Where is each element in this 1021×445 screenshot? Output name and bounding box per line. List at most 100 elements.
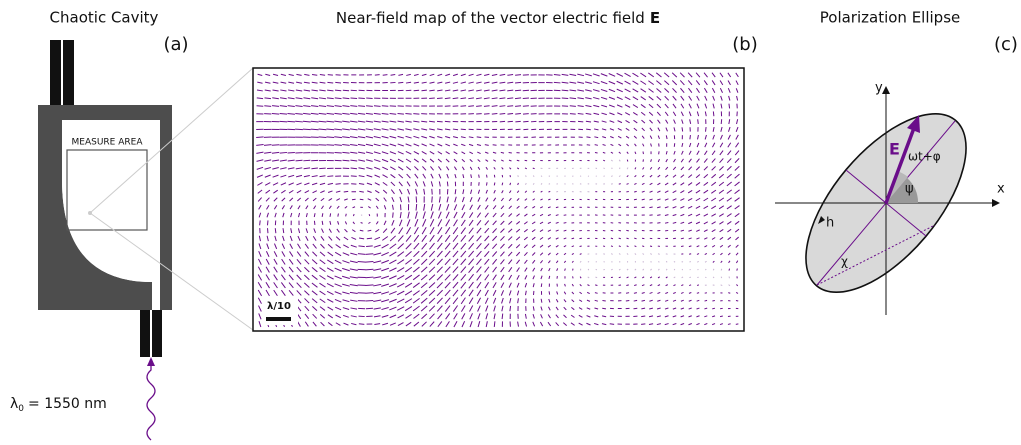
panel-title: Near-field map of the vector electric fi… <box>336 9 660 27</box>
field-arrow <box>429 135 435 139</box>
field-arrow <box>335 236 341 241</box>
field-arrow <box>555 206 559 209</box>
field-arrow <box>326 97 334 100</box>
field-arrow <box>311 266 318 273</box>
field-arrow <box>704 323 708 326</box>
field-arrow <box>688 174 693 179</box>
field-arrow <box>525 175 527 178</box>
field-arrow <box>366 105 373 107</box>
field-arrow <box>445 81 451 84</box>
field-arrow <box>365 292 374 294</box>
field-arrow <box>280 182 287 186</box>
field-arrow <box>492 212 497 218</box>
field-arrow <box>429 128 435 131</box>
field-arrow <box>695 72 701 78</box>
field-arrow <box>468 289 474 297</box>
field-arrow <box>569 105 576 107</box>
field-arrow <box>672 190 677 194</box>
field-arrow <box>264 105 272 107</box>
field-arrow <box>468 273 474 281</box>
field-arrow <box>704 95 708 101</box>
field-arrow <box>469 159 473 163</box>
field-arrow <box>327 190 333 193</box>
field-arrow <box>500 274 505 281</box>
field-arrow <box>295 97 303 100</box>
field-arrow <box>445 227 451 235</box>
field-arrow <box>688 307 692 310</box>
field-arrow <box>641 292 645 294</box>
field-arrow <box>585 81 592 85</box>
field-arrow <box>429 73 435 77</box>
field-arrow <box>719 323 723 326</box>
field-arrow <box>365 299 374 302</box>
field-arrow <box>712 126 715 132</box>
field-arrow <box>452 250 459 258</box>
field-arrow <box>288 258 294 265</box>
field-arrow <box>438 196 441 203</box>
field-arrow <box>453 166 457 171</box>
field-arrow <box>665 151 668 155</box>
field-arrow <box>412 290 420 296</box>
field-arrow <box>342 151 350 154</box>
field-arrow <box>507 105 514 107</box>
field-arrow <box>414 211 418 219</box>
field-arrow <box>337 213 339 217</box>
field-arrow <box>389 158 396 163</box>
field-arrow <box>365 253 374 255</box>
field-arrow <box>397 128 405 131</box>
field-arrow <box>593 96 600 100</box>
field-arrow <box>351 229 356 233</box>
field-arrow <box>350 143 358 147</box>
field-arrow <box>611 175 613 177</box>
field-arrow <box>610 143 614 147</box>
cavity-interior <box>62 120 152 310</box>
field-arrow <box>327 251 334 257</box>
field-arrow <box>430 203 434 211</box>
field-arrow <box>601 104 608 108</box>
field-arrow <box>256 105 264 107</box>
field-arrow <box>304 290 310 296</box>
field-arrow <box>344 228 348 233</box>
field-arrow <box>373 151 381 155</box>
field-arrow <box>735 142 740 148</box>
field-arrow <box>288 274 294 281</box>
field-arrow <box>335 314 341 319</box>
field-arrow <box>266 204 270 210</box>
field-arrow <box>304 298 310 304</box>
field-arrow <box>553 81 561 84</box>
field-arrow <box>374 323 381 326</box>
field-arrow <box>311 290 318 296</box>
field-arrow <box>687 80 693 86</box>
field-arrow <box>468 89 474 92</box>
field-arrow <box>695 80 701 86</box>
field-arrow <box>734 220 740 225</box>
field-arrow <box>437 143 443 147</box>
field-arrow <box>695 166 701 171</box>
field-arrow <box>500 159 504 162</box>
e-vector <box>884 127 916 204</box>
field-arrow <box>579 291 583 295</box>
field-arrow <box>470 189 473 194</box>
field-arrow <box>468 242 475 250</box>
field-arrow <box>656 307 661 310</box>
field-arrow <box>460 258 467 266</box>
field-arrow <box>703 166 708 171</box>
field-arrow <box>664 182 669 186</box>
field-arrow <box>601 120 607 123</box>
field-arrow <box>561 89 569 92</box>
field-arrow <box>366 182 373 186</box>
field-arrow <box>603 167 605 170</box>
field-arrow <box>326 128 335 131</box>
field-arrow <box>421 234 427 242</box>
field-arrow <box>264 151 272 154</box>
field-arrow <box>697 119 699 124</box>
field-arrow <box>396 290 405 296</box>
field-arrow <box>704 245 708 248</box>
field-arrow <box>256 151 264 154</box>
field-arrow <box>445 219 451 227</box>
field-arrow <box>444 281 451 289</box>
field-arrow <box>437 226 443 235</box>
field-arrow <box>633 299 638 302</box>
field-arrow <box>428 258 436 266</box>
field-arrow <box>688 111 692 117</box>
